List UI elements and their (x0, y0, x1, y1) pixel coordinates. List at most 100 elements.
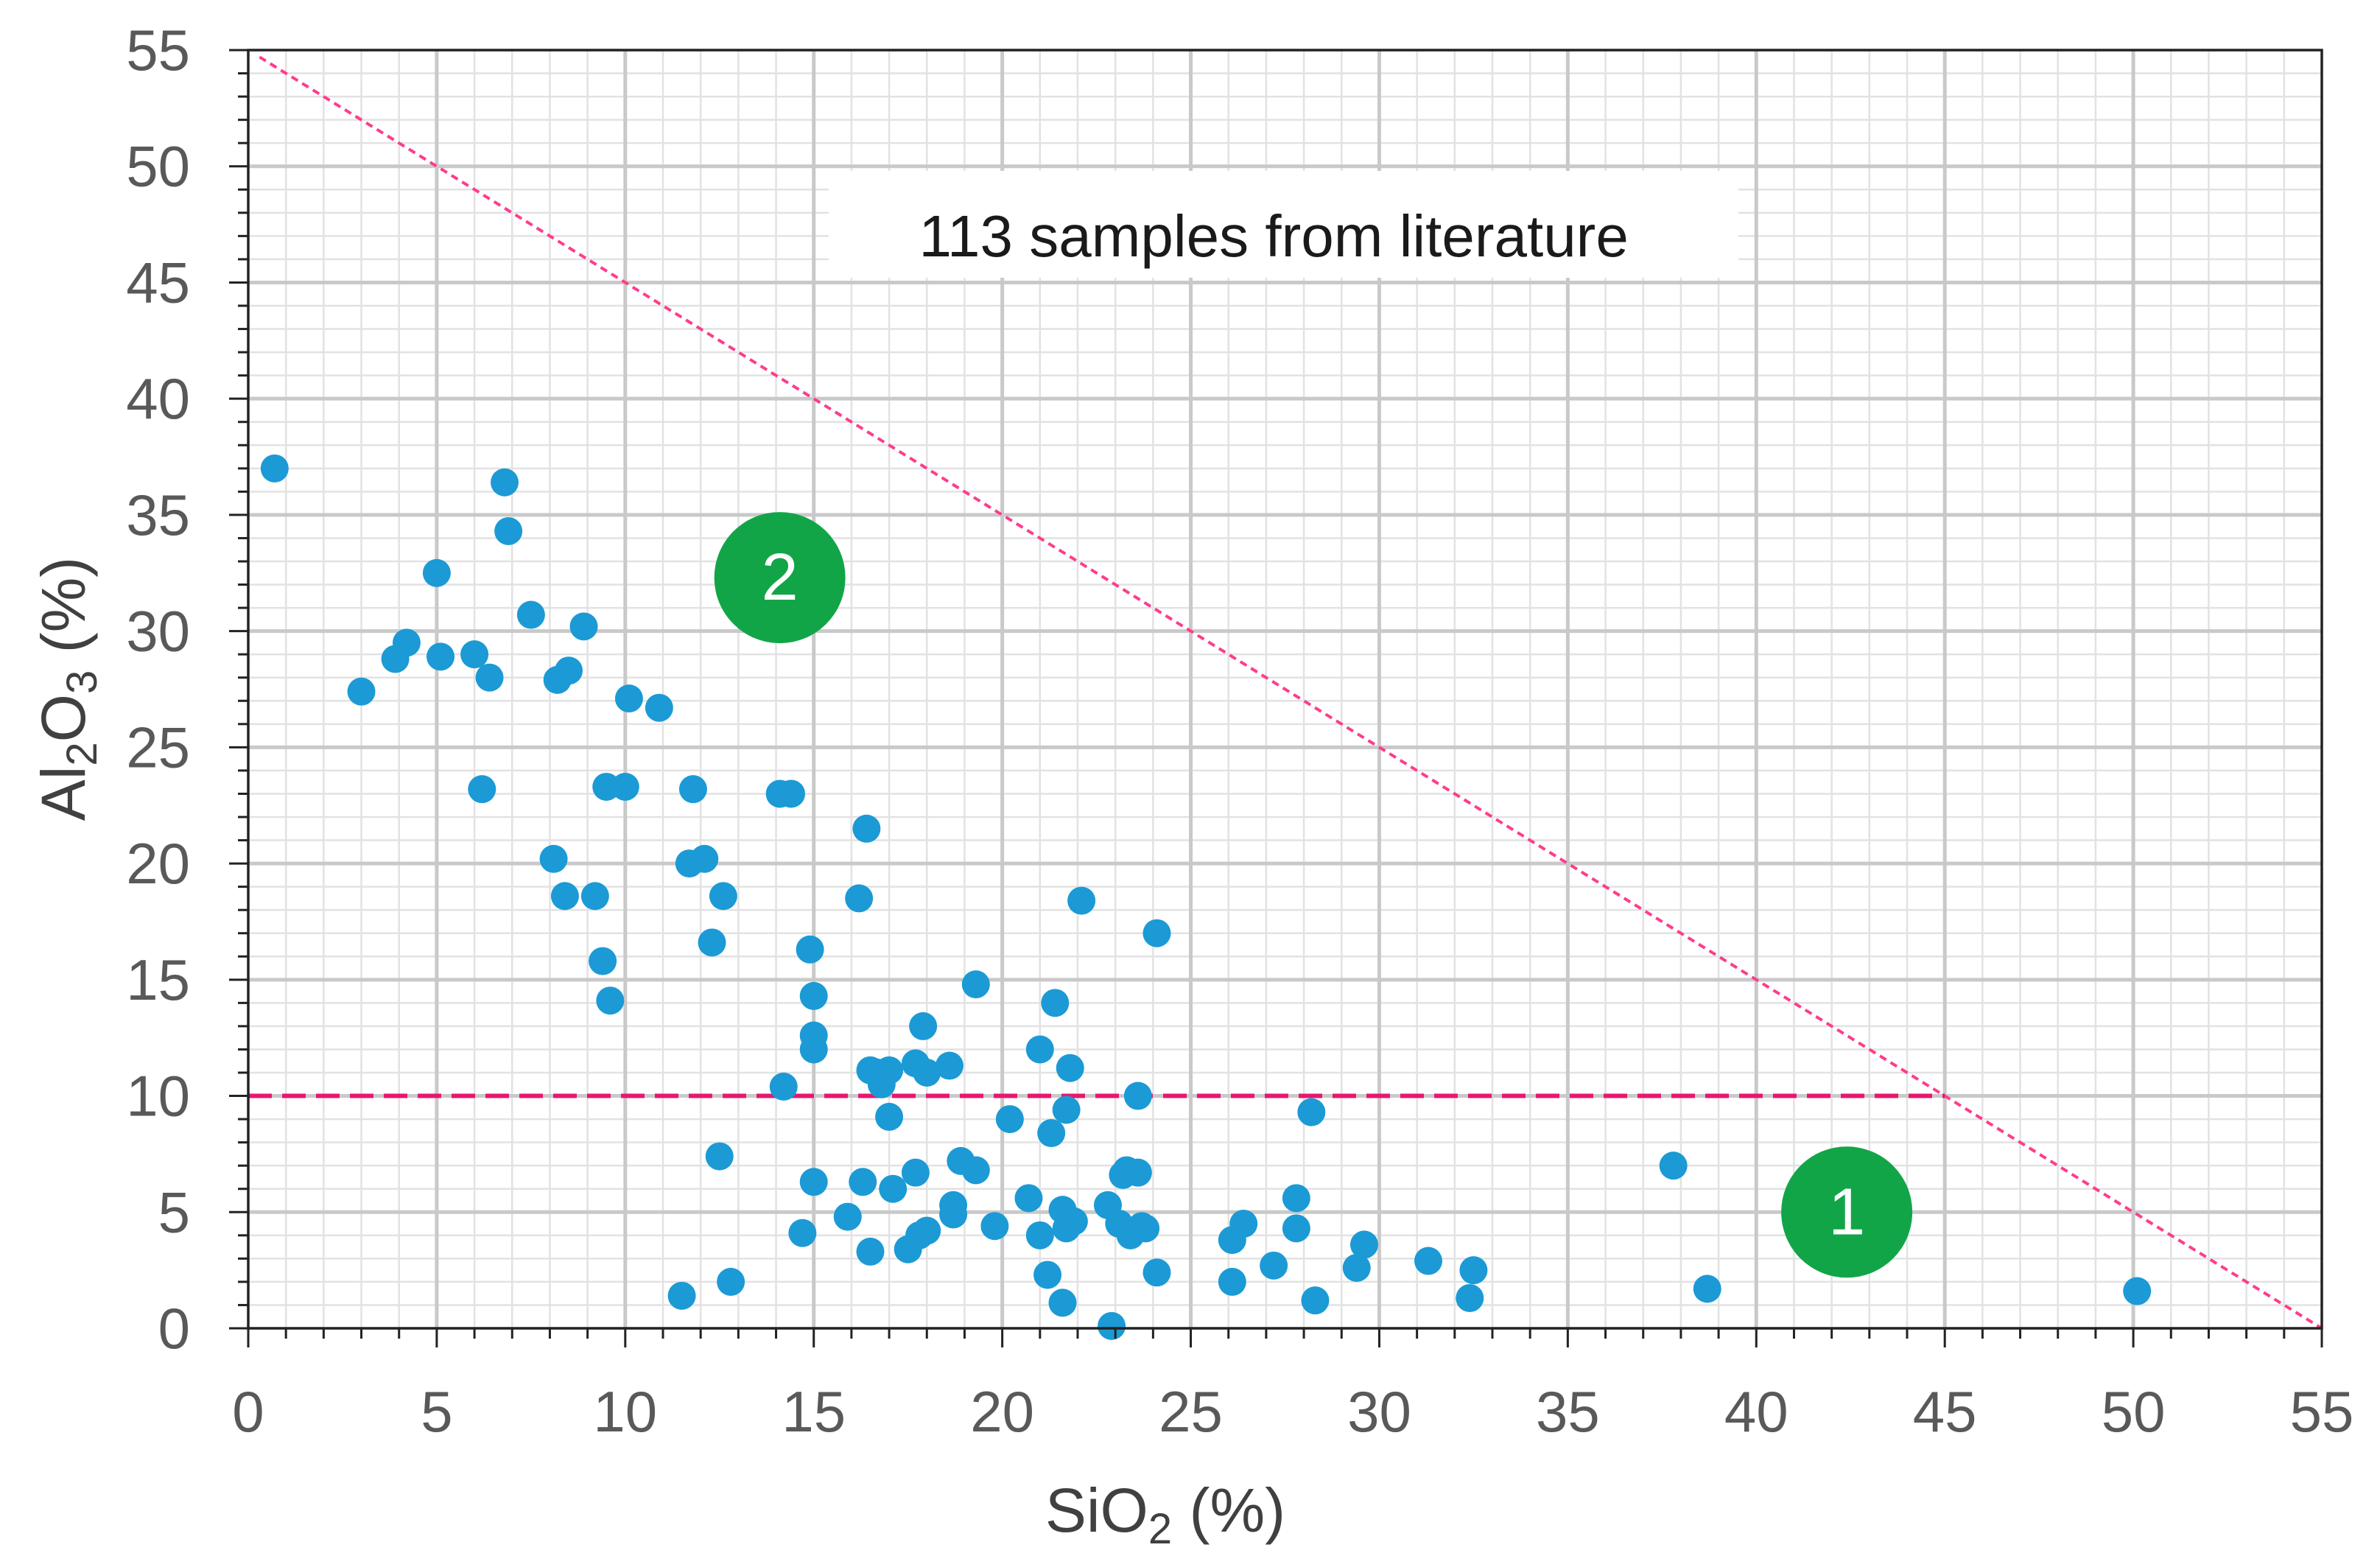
plot-frame (247, 49, 2323, 1330)
y-tick-label: 15 (126, 947, 190, 1012)
axis-ticks (229, 49, 2323, 1347)
scatter-point (580, 882, 609, 911)
scatter-point (690, 844, 719, 873)
scatter-point (678, 775, 707, 804)
scatter-point (491, 468, 519, 497)
scatter-point (494, 516, 523, 545)
diagonal-reference-line (259, 55, 2323, 1330)
scatter-point (913, 1059, 941, 1087)
scatter-point (799, 1035, 828, 1064)
scatter-point (1052, 1096, 1081, 1124)
y-tick-label: 40 (126, 366, 190, 431)
scatter-point (1414, 1247, 1442, 1275)
scatter-point (961, 1156, 990, 1185)
x-tick-label: 50 (2102, 1379, 2166, 1444)
x-tick-label: 30 (1347, 1379, 1411, 1444)
scatter-point (347, 677, 376, 706)
y-tick-label: 25 (126, 715, 190, 779)
scatter-point (1693, 1275, 1721, 1303)
scatter-point (913, 1216, 941, 1245)
scatter-point (460, 640, 489, 669)
caption-text: 113 samples from literature (919, 203, 1628, 269)
x-tick-label: 0 (232, 1379, 264, 1444)
scatter-point (788, 1219, 817, 1247)
scatter-point (1459, 1256, 1488, 1285)
scatter-point (939, 1200, 968, 1229)
scatter-point (1349, 1230, 1378, 1259)
y-tick-label: 10 (126, 1064, 190, 1129)
scatter-point (1067, 886, 1096, 915)
x-tick-label: 25 (1159, 1379, 1223, 1444)
x-axis-title: SiO2 (%) (1045, 1476, 1285, 1553)
scatter-point (769, 1072, 798, 1101)
y-tick-label: 55 (126, 18, 190, 83)
y-tick-label: 5 (158, 1179, 190, 1244)
scatter-point (1048, 1289, 1077, 1317)
x-tick-label: 15 (782, 1379, 846, 1444)
y-tick-label: 20 (126, 831, 190, 896)
scatter-point (422, 558, 451, 587)
scatter-point (1301, 1286, 1330, 1315)
scatter-point (539, 844, 568, 873)
scatter-point (875, 1056, 904, 1084)
scatter-point (856, 1237, 885, 1266)
scatter-point (516, 600, 545, 629)
scatter-point (1456, 1283, 1484, 1312)
scatter-point (935, 1051, 963, 1080)
scatter-point (1128, 1212, 1156, 1241)
scatter-point (589, 947, 617, 975)
scatter-point (1282, 1214, 1310, 1243)
scatter-point (1142, 919, 1171, 947)
x-tick-label: 10 (593, 1379, 657, 1444)
scatter-point (849, 1168, 877, 1196)
scatter-point (426, 642, 455, 671)
scatter-point (879, 1174, 908, 1203)
scatter-point (1659, 1151, 1688, 1180)
y-axis-title: Al2O3 (%) (29, 557, 106, 821)
x-tick-label: 20 (970, 1379, 1034, 1444)
x-tick-label: 40 (1724, 1379, 1788, 1444)
y-tick-label: 45 (126, 250, 190, 315)
x-tick-label: 5 (421, 1379, 452, 1444)
scatter-point (1098, 1311, 1126, 1340)
region-1-badge (1781, 1146, 1913, 1278)
scatter-point (614, 684, 643, 713)
region-2-badge (714, 512, 846, 644)
y-tick-label: 50 (126, 134, 190, 199)
scatter-point (1218, 1267, 1246, 1296)
scatter-point (596, 986, 625, 1015)
scatter-point (1123, 1082, 1152, 1110)
scatter-point (845, 884, 874, 913)
scatter-point (1342, 1253, 1371, 1282)
scatter-point (1014, 1184, 1043, 1213)
scatter-point (645, 693, 673, 722)
scatter-point (569, 612, 598, 641)
scatter-point (901, 1158, 930, 1187)
scatter-point (468, 775, 496, 804)
scatter-point (961, 970, 990, 999)
scatter-point (833, 1202, 862, 1231)
scatter-point (909, 1012, 938, 1040)
scatter-point (995, 1105, 1024, 1134)
region-1-label: 1 (1828, 1175, 1865, 1249)
x-tick-label: 35 (1536, 1379, 1600, 1444)
scatter-point (550, 882, 579, 911)
scatter-point (705, 1142, 734, 1171)
scatter-point (555, 656, 583, 685)
y-tick-label: 35 (126, 483, 190, 547)
scatter-point (1037, 1119, 1066, 1148)
scatter-point (1033, 1261, 1062, 1289)
scatter-point (667, 1281, 696, 1310)
y-tick-label: 30 (126, 599, 190, 664)
scatter-point (777, 779, 806, 808)
scatter-point (1025, 1035, 1054, 1064)
scatter-point (1041, 989, 1070, 1017)
data-points (260, 454, 2152, 1340)
scatter-point (392, 628, 421, 657)
scatter-point (717, 1267, 745, 1296)
scatter-point (875, 1102, 904, 1131)
y-tick-labels: 0 5 10 15 20 25 30 35 40 45 50 55 (126, 18, 190, 1361)
x-tick-label: 55 (2290, 1379, 2354, 1444)
scatter-point (611, 772, 639, 801)
